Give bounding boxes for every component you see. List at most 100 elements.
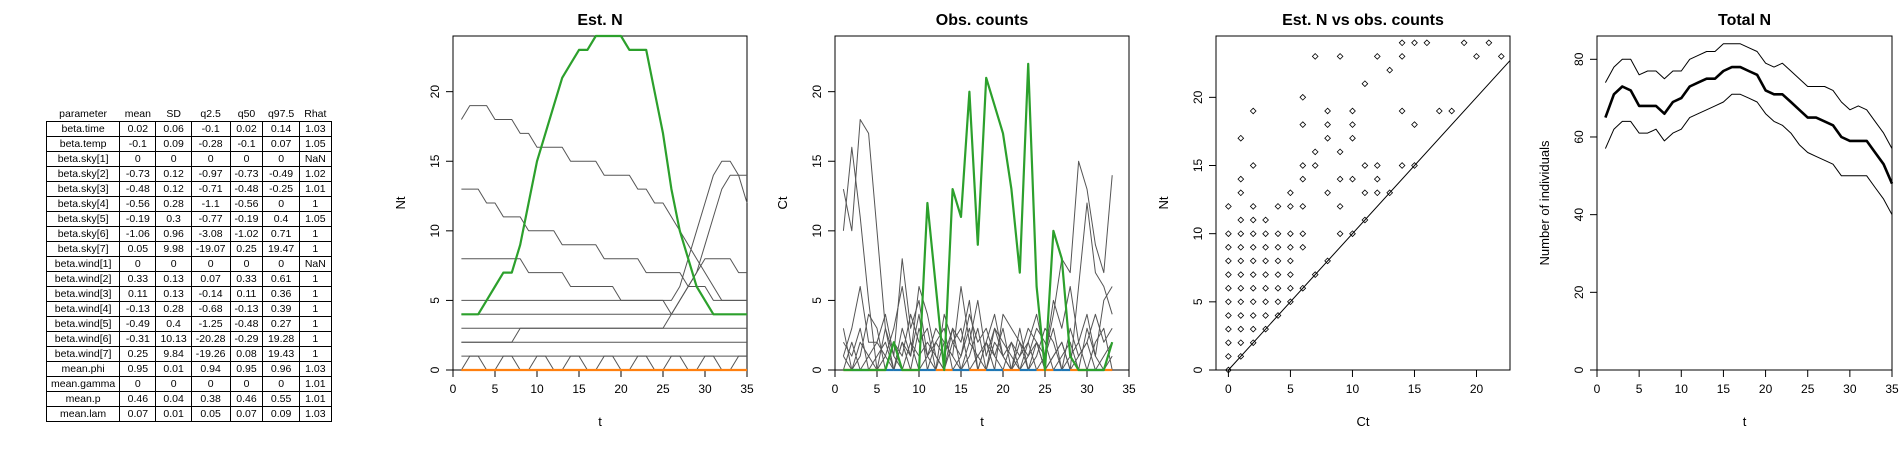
y-tick-label: 60 xyxy=(1572,130,1586,144)
scatter-point xyxy=(1274,243,1282,251)
table-cell: 0.07 xyxy=(119,406,157,422)
parameter-summary-table: parameter mean SD q2.5 q50 q97.5 Rhat beta.tim… xyxy=(45,107,332,422)
y-tick-label: 10 xyxy=(1191,227,1205,241)
x-tick-label: 15 xyxy=(572,382,586,396)
scatter-point xyxy=(1237,353,1245,360)
table-cell: 10.13 xyxy=(155,331,192,347)
scatter-point xyxy=(1225,271,1232,278)
scatter-point xyxy=(1398,107,1406,115)
y-axis-label: Nt xyxy=(1156,196,1171,209)
table-cell: -0.68 xyxy=(190,301,231,317)
scatter-point xyxy=(1349,230,1356,238)
table-header-cell: q97.5 xyxy=(267,108,295,120)
scatter-point xyxy=(1262,216,1269,224)
table-cell: 0 xyxy=(262,151,300,167)
scatter-point xyxy=(1262,298,1269,306)
scatter-point xyxy=(1287,284,1294,292)
scatter-point xyxy=(1249,325,1257,333)
y-tick-label: 20 xyxy=(1572,285,1586,299)
table-cell: 19.28 xyxy=(262,331,300,347)
scatter-point xyxy=(1287,243,1294,251)
scatter-point xyxy=(1373,162,1381,169)
scatter-point xyxy=(1311,271,1319,278)
y-tick-label: 15 xyxy=(1191,159,1205,173)
x-tick-label: 20 xyxy=(996,382,1010,396)
x-tick-label: 20 xyxy=(614,382,628,396)
scatter-point xyxy=(1225,298,1232,306)
scatter-point xyxy=(1287,257,1294,265)
x-tick-label: 35 xyxy=(1122,382,1136,396)
parameter-name-cell: beta.sky[2] xyxy=(45,166,121,182)
scatter-point xyxy=(1287,203,1294,210)
scatter-point xyxy=(1287,271,1294,278)
scatter-point xyxy=(1249,257,1257,265)
x-tick-label: 5 xyxy=(1287,382,1294,396)
table-row: beta.sky[2] -0.73 0.12 -0.97 -0.73 -0.49 1.02 xyxy=(45,166,332,182)
table-row: mean.gamma 0 0 0 0 0 1.01 xyxy=(45,376,332,392)
chart-title: Est. N xyxy=(577,12,622,29)
scatter-point xyxy=(1497,53,1505,60)
x-tick-label: 25 xyxy=(1038,382,1052,396)
scatter-point xyxy=(1336,53,1344,60)
series-line-background xyxy=(461,160,748,301)
table-cell: 0.11 xyxy=(229,286,264,302)
chart-title: Est. N vs obs. counts xyxy=(1282,12,1444,29)
series-line-highlight xyxy=(843,62,1114,372)
table-row: mean.lam 0.07 0.01 0.05 0.07 0.09 1.03 xyxy=(45,406,332,422)
y-tick-label: 5 xyxy=(428,297,442,304)
x-axis-label: t xyxy=(598,414,602,429)
table-cell: 0.07 xyxy=(262,136,300,152)
scatter-point xyxy=(1311,162,1319,169)
chart-title: Obs. counts xyxy=(936,12,1029,29)
table-cell: 0.4 xyxy=(155,316,192,332)
table-cell: -0.48 xyxy=(229,181,264,197)
y-axis-label: Nt xyxy=(393,196,408,209)
parameter-name-cell: mean.phi xyxy=(45,361,121,377)
table-cell: 0.27 xyxy=(262,316,300,332)
scatter-point xyxy=(1299,175,1307,183)
scatter-point xyxy=(1262,312,1269,319)
scatter-point xyxy=(1411,162,1418,169)
scatter-point xyxy=(1311,53,1319,60)
scatter-point xyxy=(1349,107,1356,115)
scatter-point xyxy=(1225,203,1232,210)
table-cell: 0.36 xyxy=(262,286,300,302)
table-cell: 0.28 xyxy=(155,196,192,212)
y-tick-label: 10 xyxy=(810,224,824,238)
x-tick-label: 0 xyxy=(1594,382,1601,396)
scatter-point xyxy=(1361,80,1369,88)
y-tick-label: 0 xyxy=(810,366,824,373)
parameter-name-cell: beta.wind[7] xyxy=(45,346,121,362)
scatter-point xyxy=(1373,53,1381,60)
scatter-point xyxy=(1237,134,1245,142)
table-cell: -19.26 xyxy=(190,346,231,362)
scatter-point xyxy=(1237,339,1245,347)
x-tick-label: 0 xyxy=(832,382,839,396)
scatter-point xyxy=(1386,66,1394,74)
scatter-point xyxy=(1225,230,1232,238)
table-row: mean.p 0.46 0.04 0.38 0.46 0.55 1.01 xyxy=(45,391,332,407)
table-cell: 0.39 xyxy=(262,301,300,317)
scatter-point xyxy=(1299,162,1307,169)
table-cell: 0.07 xyxy=(190,271,231,287)
scatter-point xyxy=(1299,243,1307,251)
scatter-point xyxy=(1361,162,1369,169)
x-tick-label: 10 xyxy=(912,382,926,396)
y-tick-label: 0 xyxy=(1191,366,1205,373)
scatter-point xyxy=(1324,107,1331,115)
series-line-background xyxy=(460,105,747,301)
scatter-point xyxy=(1287,230,1294,238)
scatter-point xyxy=(1225,284,1232,292)
scatter-point xyxy=(1274,284,1282,292)
scatter-point xyxy=(1287,189,1294,197)
series-line-background xyxy=(461,258,747,315)
scatter-point xyxy=(1249,216,1257,224)
scatter-point xyxy=(1435,107,1443,115)
table-row: beta.wind[3] 0.11 0.13 -0.14 0.11 0.36 1 xyxy=(45,286,332,302)
scatter-point xyxy=(1249,107,1257,115)
parameter-name-cell: beta.sky[6] xyxy=(45,226,121,242)
parameter-name-cell: beta.wind[2] xyxy=(45,271,121,287)
series-group xyxy=(842,62,1114,372)
scatter-point xyxy=(1237,216,1245,224)
table-cell: 0.95 xyxy=(229,361,264,377)
